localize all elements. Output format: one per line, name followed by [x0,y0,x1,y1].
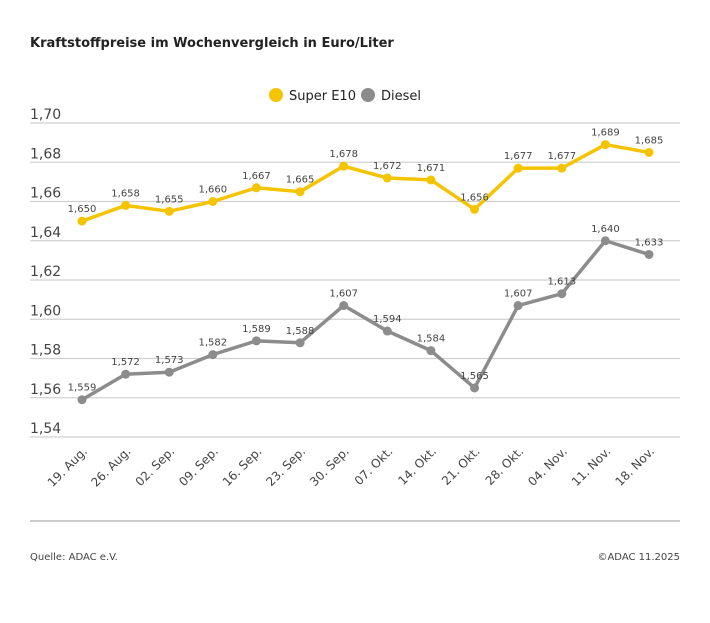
y-tick-label: 1,56 [30,382,61,398]
data-label: 1,656 [460,192,489,203]
data-point [644,147,654,157]
data-point [426,175,436,185]
data-point [600,236,610,246]
x-tick-label: 21. Okt. [439,444,483,488]
x-tick-label: 11. Nov. [569,444,614,489]
x-tick-label: 02. Sep. [133,444,178,489]
data-label: 1,655 [155,194,184,205]
data-point [470,383,480,393]
data-point [382,173,392,183]
data-label: 1,650 [68,204,97,215]
data-point [339,161,349,171]
data-label: 1,565 [460,371,489,382]
data-label: 1,573 [155,355,184,366]
data-point [77,216,87,226]
x-tick-label: 16. Sep. [220,444,265,489]
data-point [121,200,131,210]
data-label: 1,672 [373,161,402,172]
data-label: 1,588 [286,326,315,337]
data-label: 1,584 [417,334,446,345]
x-tick-label: 23. Sep. [263,444,308,489]
copyright-note: ©ADAC 11.2025 [597,552,680,563]
x-tick-label: 09. Sep. [176,444,221,489]
data-label: 1,607 [329,289,358,300]
y-tick-label: 1,66 [30,186,61,202]
data-point [513,163,523,173]
data-point [470,204,480,214]
x-tick-label: 19. Aug. [45,444,90,489]
source-note: Quelle: ADAC e.V. [30,552,118,563]
legend-label: Super E10 [289,89,356,104]
data-point [295,187,305,197]
legend-label: Diesel [381,89,421,104]
y-tick-label: 1,68 [30,146,61,162]
series-line [81,239,650,402]
data-label: 1,678 [329,149,358,160]
data-point [339,301,349,311]
data-point [426,346,436,356]
y-tick-label: 1,58 [30,343,61,359]
data-point [251,183,261,193]
data-point [382,326,392,336]
data-label: 1,589 [242,324,271,335]
x-tick-label: 18. Nov. [612,444,657,489]
data-point [208,350,218,360]
data-point [164,206,174,216]
data-label: 1,671 [417,163,446,174]
y-tick-label: 1,54 [30,421,61,437]
y-tick-label: 1,62 [30,264,61,280]
data-point [251,336,261,346]
data-label: 1,594 [373,314,402,325]
y-tick-label: 1,70 [30,107,61,123]
data-point [77,395,87,405]
data-label: 1,572 [111,357,140,368]
x-tick-label: 30. Sep. [307,444,352,489]
data-label: 1,559 [68,383,97,394]
data-label: 1,685 [635,135,664,146]
y-tick-label: 1,60 [30,303,61,319]
data-point [600,140,610,150]
data-label: 1,613 [547,277,576,288]
data-label: 1,677 [547,151,576,162]
legend-marker [269,88,283,102]
data-label: 1,633 [635,237,664,248]
data-label: 1,640 [591,224,620,235]
chart-title: Kraftstoffpreise im Wochenvergleich in E… [30,36,394,51]
data-point [557,163,567,173]
data-point [164,367,174,377]
data-label: 1,665 [286,175,315,186]
x-tick-label: 26. Aug. [88,444,133,489]
series-line [81,142,650,223]
data-label: 1,689 [591,128,620,139]
x-tick-label: 14. Okt. [395,444,439,488]
x-tick-label: 07. Okt. [352,444,396,488]
data-label: 1,607 [504,289,533,300]
x-tick-label: 04. Nov. [525,444,570,489]
data-point [644,249,654,259]
data-point [121,369,131,379]
data-label: 1,660 [199,185,228,196]
data-point [295,338,305,348]
data-label: 1,582 [199,338,228,349]
legend-marker [361,88,375,102]
data-label: 1,677 [504,151,533,162]
y-tick-label: 1,64 [30,225,61,241]
data-label: 1,658 [111,188,140,199]
data-point [513,301,523,311]
x-tick-label: 28. Okt. [483,444,527,488]
data-point [557,289,567,299]
data-point [208,197,218,206]
data-label: 1,667 [242,171,271,182]
